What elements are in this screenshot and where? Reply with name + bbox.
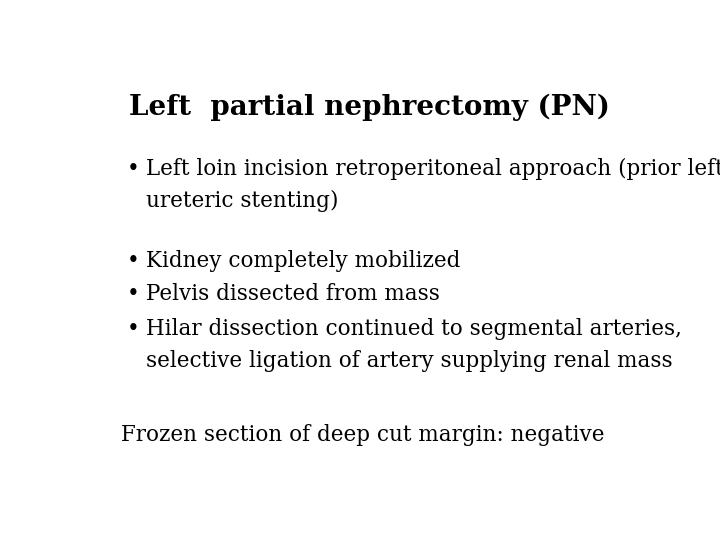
Text: ureteric stenting): ureteric stenting)	[145, 190, 338, 212]
Text: Frozen section of deep cut margin: negative: Frozen section of deep cut margin: negat…	[121, 424, 604, 447]
Text: Pelvis dissected from mass: Pelvis dissected from mass	[145, 283, 440, 305]
Text: Left loin incision retroperitoneal approach (prior left: Left loin incision retroperitoneal appro…	[145, 158, 720, 180]
Text: •: •	[126, 283, 139, 305]
Text: Hilar dissection continued to segmental arteries,: Hilar dissection continued to segmental …	[145, 319, 682, 340]
Text: Left  partial nephrectomy (PN): Left partial nephrectomy (PN)	[129, 94, 609, 122]
Text: •: •	[126, 319, 139, 340]
Text: selective ligation of artery supplying renal mass: selective ligation of artery supplying r…	[145, 349, 672, 372]
Text: Kidney completely mobilized: Kidney completely mobilized	[145, 250, 460, 272]
Text: •: •	[126, 250, 139, 272]
Text: •: •	[126, 158, 139, 180]
